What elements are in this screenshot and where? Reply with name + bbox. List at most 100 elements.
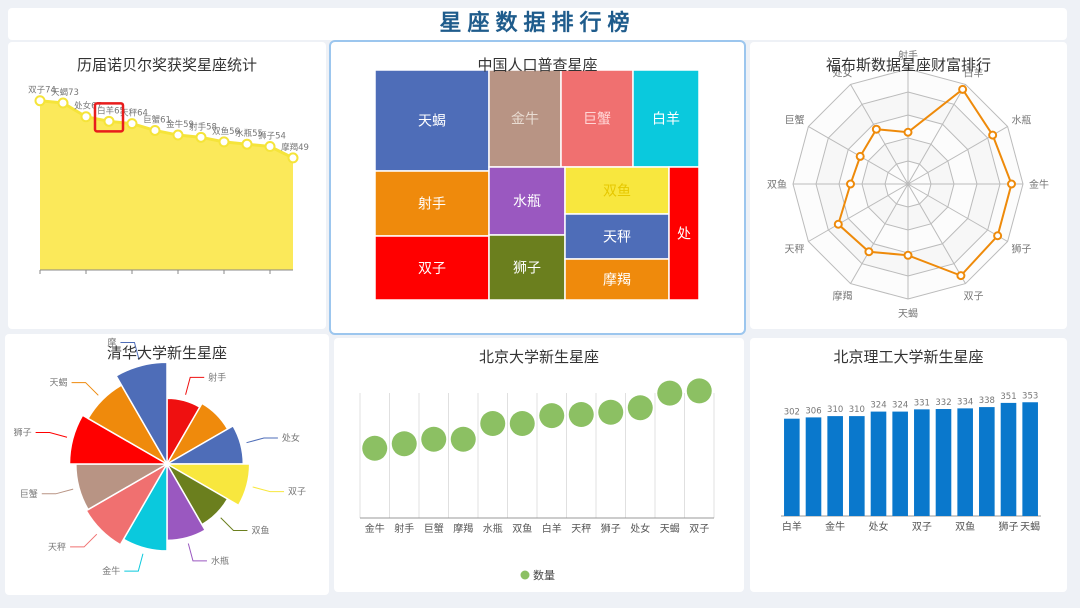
forbes-point <box>871 124 881 134</box>
bit-bar <box>870 411 887 516</box>
pku-point <box>568 402 594 427</box>
page-title: 星座数据排行榜 <box>439 11 636 36</box>
census-cell-3 <box>560 69 634 168</box>
tsinghua-slice-label: 射手 <box>208 371 226 383</box>
tsinghua-slice-label: 金牛 <box>102 565 120 577</box>
tsinghua-leader-line <box>41 488 74 495</box>
bit-data-label: 331 <box>914 398 930 408</box>
forbes-indicator-label: 摩羯 <box>833 290 853 303</box>
census-label: 巨蟹 <box>583 112 611 128</box>
bit-bar <box>827 416 843 516</box>
forbes-spoke <box>907 84 966 185</box>
bit-x-tick-label: 双子 <box>912 521 932 533</box>
bit-x-tick-label: 金牛 <box>825 520 845 533</box>
census-label: 双子 <box>418 261 446 277</box>
tsinghua-title: 清华大学新生星座 <box>106 344 227 362</box>
census-label: 天蝎 <box>418 114 446 130</box>
tsinghua-slice-label: 双子 <box>288 487 306 498</box>
census-cell-7 <box>564 166 670 215</box>
census-cell-10 <box>564 213 670 260</box>
nobel-point <box>287 152 299 164</box>
bit-bar <box>914 409 930 516</box>
census-cell-4 <box>632 69 700 168</box>
forbes-indicator-label: 天秤 <box>785 244 805 256</box>
forbes-panel: 福布斯数据星座财富排行 射手 白羊 水瓶 金牛 狮子 双子 天蝎 摩羯 天秤 双鱼 巨蟹 处女 <box>750 42 1067 329</box>
forbes-spoke <box>907 183 1008 242</box>
census-cell-12 <box>668 166 700 301</box>
pku-point <box>539 403 565 429</box>
tsinghua-slice-label: 天秤 <box>48 542 66 553</box>
bit-data-label: 310 <box>849 405 865 415</box>
nobel-data-label: 双子74 <box>28 86 56 96</box>
pku-point <box>598 399 624 425</box>
forbes-indicator-label: 狮子 <box>1011 243 1031 256</box>
pku-x-tick-label: 天秤 <box>571 523 591 535</box>
nobel-point <box>172 129 184 141</box>
census-label: 双鱼 <box>603 183 631 200</box>
nobel-data-label: 巨蟹61 <box>143 114 171 125</box>
bit-chart: 302 306 310 310 324 324 331 332 334 338 351 353 白羊 金牛… <box>781 391 1041 533</box>
forbes-indicator-label: 射手 <box>898 49 918 62</box>
tsinghua-panel: 射手 处女 双子 双鱼 水瓶 金牛 天秤 巨蟹 狮子 天蝎 摩 清华大学新生星座 <box>5 334 329 595</box>
bit-data-label: 334 <box>957 397 973 407</box>
nobel-highlight-box <box>93 102 125 133</box>
nobel-data-label: 双鱼56 <box>212 126 240 137</box>
forbes-title: 福布斯数据星座财富排行 <box>825 56 991 74</box>
census-cell-8 <box>374 235 490 301</box>
pku-x-tick-label: 处女 <box>630 522 650 535</box>
bit-x-tick-label: 狮子 <box>999 520 1019 533</box>
tsinghua-leader-line <box>252 486 285 493</box>
census-label: 金牛 <box>511 112 539 128</box>
bit-data-label: 338 <box>979 396 995 406</box>
nobel-point <box>80 111 92 123</box>
bit-data-label: 310 <box>827 405 843 415</box>
nobel-point <box>149 124 161 136</box>
nobel-data-label: 狮子54 <box>258 131 286 141</box>
bit-x-tick-label: 天蝎 <box>1020 521 1040 533</box>
nobel-data-label: 白羊65 <box>97 105 125 116</box>
tsinghua-leader-line <box>70 533 98 548</box>
header-bar: 星座数据排行榜 <box>8 8 1067 40</box>
nobel-point <box>241 138 253 150</box>
pku-x-tick-label: 金牛 <box>365 522 385 535</box>
pku-x-tick-label: 双子 <box>689 523 709 535</box>
forbes-indicator-label: 双子 <box>964 291 984 303</box>
bit-x-tick-label: 处女 <box>869 520 889 533</box>
nobel-data-label: 金牛59 <box>166 119 194 130</box>
bit-bar <box>957 408 973 516</box>
forbes-spoke <box>850 183 909 284</box>
pku-x-tick-label: 天蝎 <box>660 523 680 535</box>
bit-data-label: 351 <box>1000 392 1016 402</box>
pku-point <box>480 411 506 436</box>
tsinghua-leader-line <box>120 342 140 361</box>
tsinghua-slice <box>85 463 168 546</box>
nobel-point <box>57 97 69 109</box>
bit-bar <box>892 411 908 516</box>
census-label: 天秤 <box>603 230 631 246</box>
pku-x-tick-label: 巨蟹 <box>424 522 444 535</box>
tsinghua-slice-label: 处女 <box>282 432 300 444</box>
forbes-point <box>903 250 913 260</box>
pku-legend-marker <box>520 570 530 580</box>
pku-legend-label: 数量 <box>533 569 555 582</box>
bit-bar <box>849 416 865 516</box>
pku-point <box>509 411 535 436</box>
pku-point <box>657 380 683 406</box>
bit-x-tick-label: 白羊 <box>782 520 802 533</box>
pku-panel: 北京大学新生星座 金牛 射手 巨蟹 摩羯 水瓶 双鱼 白羊 天秤 狮子 处女 天蝎 双子 数量 <box>334 338 744 592</box>
bit-bar <box>805 417 822 516</box>
nobel-point <box>195 131 207 143</box>
bit-data-label: 302 <box>784 408 800 418</box>
pku-x-tick-label: 射手 <box>394 522 414 535</box>
tsinghua-slice-label: 摩 <box>107 337 116 349</box>
pku-point <box>421 426 447 452</box>
forbes-indicator-label: 巨蟹 <box>785 114 805 127</box>
forbes-point <box>993 231 1003 241</box>
nobel-point <box>103 115 115 127</box>
census-label: 水瓶 <box>513 194 541 210</box>
forbes-spoke <box>907 183 966 284</box>
forbes-point <box>864 247 874 257</box>
